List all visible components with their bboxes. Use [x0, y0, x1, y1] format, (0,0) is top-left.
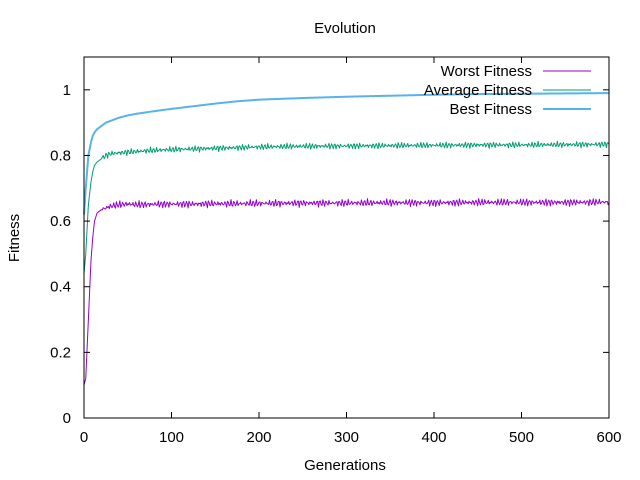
- x-tick-label-600: 600: [596, 429, 621, 446]
- series-layer: [83, 92, 610, 386]
- legend-label-best-fitness: Best Fitness: [449, 101, 532, 118]
- y-tick-label-0.4: 0.4: [50, 279, 71, 296]
- y-tick-label-0.8: 0.8: [50, 147, 71, 164]
- ticks-layer: 0 100 200 300 400 500 600 0 0.2 0.4 0.6 0.8 1: [50, 57, 622, 446]
- legend-label-average-fitness: Average Fitness: [424, 82, 532, 99]
- legend-label-worst-fitness: Worst Fitness: [441, 63, 532, 80]
- x-tick-label-400: 400: [421, 429, 446, 446]
- y-axis-label: Fitness: [6, 214, 23, 262]
- x-tick-label-100: 100: [159, 429, 184, 446]
- x-tick-label-200: 200: [246, 429, 271, 446]
- x-tick-label-0: 0: [80, 429, 88, 446]
- y-tick-label-0.6: 0.6: [50, 213, 71, 230]
- series-line-worst-fitness: [83, 198, 610, 386]
- series-line-average-fitness: [83, 140, 610, 274]
- chart-title: Evolution: [314, 20, 376, 37]
- x-axis-label: Generations: [304, 457, 386, 474]
- y-tick-label-1: 1: [63, 82, 71, 99]
- x-tick-label-300: 300: [334, 429, 359, 446]
- y-tick-label-0.2: 0.2: [50, 344, 71, 361]
- series-line-best-fitness: [83, 92, 610, 215]
- x-tick-label-500: 500: [509, 429, 534, 446]
- legend: Worst Fitness Average Fitness Best Fitness: [424, 63, 591, 118]
- y-tick-label-0: 0: [63, 410, 71, 427]
